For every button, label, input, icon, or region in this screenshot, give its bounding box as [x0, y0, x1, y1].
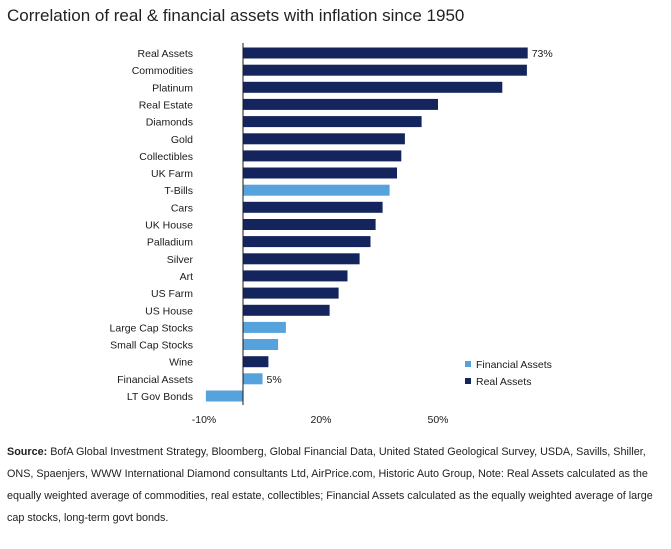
category-label: US House — [145, 305, 193, 317]
bar-collectibles — [243, 150, 402, 162]
bar-financial-assets — [243, 373, 263, 385]
bar-diamonds — [243, 116, 422, 128]
bar-real-assets — [243, 47, 528, 59]
category-label: LT Gov Bonds — [127, 391, 193, 403]
bar-palladium — [243, 236, 371, 248]
chart-title: Correlation of real & financial assets w… — [7, 6, 465, 25]
bar-uk-house — [243, 219, 376, 230]
bar-lt-gov-bonds — [205, 390, 243, 402]
bar-wine — [243, 356, 269, 368]
bar-large-cap-stocks — [243, 321, 286, 333]
bar-uk-farm — [243, 167, 397, 179]
category-label: UK Farm — [151, 168, 193, 180]
category-label: Diamonds — [146, 117, 193, 129]
legend-label: Real Assets — [476, 376, 531, 388]
bar-real-estate — [243, 98, 438, 110]
bar-gold — [243, 133, 405, 145]
source-text: BofA Global Investment Strategy, Bloombe… — [7, 446, 653, 524]
category-label: Palladium — [147, 237, 193, 249]
bar-art — [243, 270, 348, 282]
x-tick-label: 20% — [310, 414, 331, 426]
category-label: Collectibles — [139, 151, 193, 163]
source-label: Source: — [7, 446, 48, 458]
bar-small-cap-stocks — [243, 339, 279, 350]
category-label: UK House — [145, 220, 193, 232]
x-tick-label: 50% — [427, 414, 448, 426]
category-label: Real Estate — [139, 99, 193, 111]
category-label: Financial Assets — [117, 374, 193, 386]
category-label: US Farm — [151, 288, 193, 300]
legend-label: Financial Assets — [476, 359, 552, 371]
category-label: Large Cap Stocks — [110, 322, 193, 334]
bar-chart: Real Assets Commodities Platinum Real Estat… — [110, 43, 553, 426]
category-label: Art — [180, 271, 194, 283]
category-label: T-Bills — [164, 185, 193, 197]
data-label: 5% — [267, 374, 282, 386]
bar-cars — [243, 201, 383, 213]
category-label: Small Cap Stocks — [110, 340, 193, 352]
bar-silver — [243, 253, 360, 265]
bar-us-farm — [243, 287, 339, 299]
data-label: 73% — [532, 48, 553, 60]
category-label: Real Assets — [138, 48, 193, 60]
category-label: Gold — [171, 134, 193, 146]
bar-us-house — [243, 304, 330, 316]
category-label: Cars — [171, 202, 193, 214]
bar-platinum — [243, 81, 503, 93]
category-label: Wine — [169, 357, 193, 369]
category-label: Platinum — [152, 82, 193, 94]
legend-swatch — [465, 378, 471, 384]
x-tick-label: -10% — [192, 414, 217, 426]
category-label: Silver — [167, 254, 194, 266]
category-label: Commodities — [132, 65, 193, 77]
bar-t-bills — [243, 184, 390, 196]
legend-swatch — [465, 361, 471, 367]
source-note: Source: BofA Global Investment Strategy,… — [7, 441, 662, 529]
bar-commodities — [243, 64, 527, 76]
